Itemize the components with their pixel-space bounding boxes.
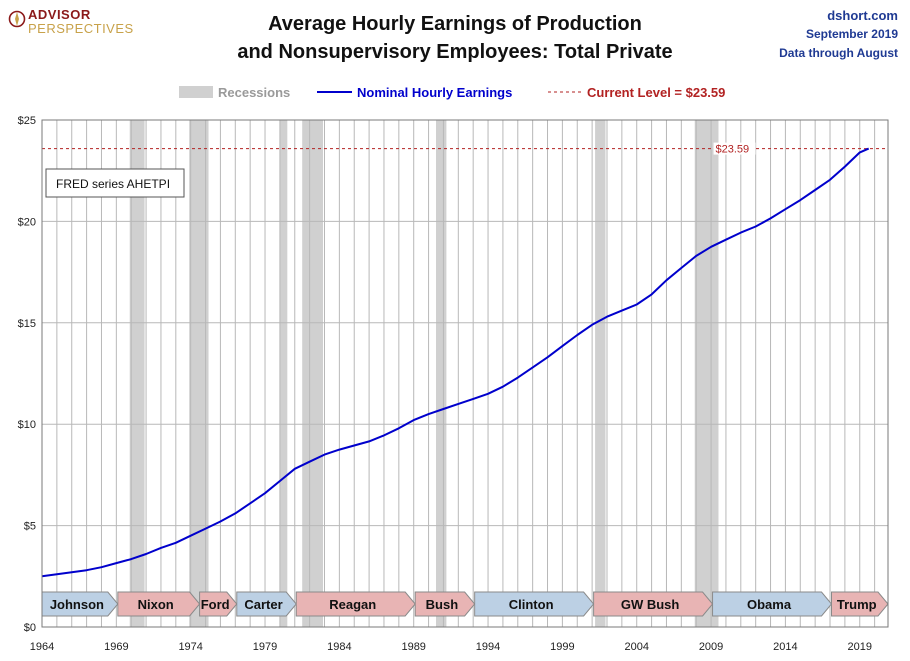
x-tick-label: 1969: [104, 641, 128, 653]
president-label: GW Bush: [621, 597, 680, 612]
source-site: dshort.com: [827, 8, 898, 23]
president-label: Bush: [426, 597, 459, 612]
axes: $0 $5 $10 $15 $20 $25 1964 1969 1974 1979 1984 1989…: [18, 115, 889, 653]
x-tick-label: 1964: [30, 641, 54, 653]
advisor-perspectives-logo: ADVISOR PERSPECTIVES: [8, 8, 134, 35]
president-band: [712, 591, 833, 617]
president-bands: Johnson Nixon Ford Carter Reagan Bush Clinton G…: [41, 591, 889, 617]
president-band: [236, 591, 297, 617]
current-level-label: $23.59: [716, 144, 750, 156]
recession-band: [189, 120, 209, 627]
source-data-through: Data through August: [779, 46, 898, 60]
current-level-label-bg: [713, 142, 756, 155]
plot-frame: [41, 119, 889, 628]
president-label: Johnson: [50, 597, 104, 612]
president-band: [414, 591, 476, 617]
note-text: FRED series AHETPI: [56, 177, 170, 191]
logo-text-bottom: PERSPECTIVES: [28, 21, 134, 36]
president-label: Obama: [747, 597, 792, 612]
y-tick-label: $25: [18, 115, 36, 127]
recession-band: [279, 120, 288, 627]
president-label: Reagan: [329, 597, 376, 612]
y-tick-label: $20: [18, 216, 36, 228]
x-tick-label: 1999: [550, 641, 574, 653]
x-tick-label: 2004: [624, 641, 648, 653]
president-band: [831, 591, 889, 617]
president-label: Trump: [837, 597, 877, 612]
president-band: [474, 591, 595, 617]
source-date: September 2019: [805, 27, 898, 41]
note-box-frame: [45, 168, 185, 198]
source-info: dshort.com September 2019 Data through A…: [779, 6, 898, 63]
note-box: FRED series AHETPI: [45, 168, 185, 198]
recession-bands: [129, 120, 719, 627]
president-band: [295, 591, 416, 617]
president-label: Carter: [244, 597, 282, 612]
y-tick-label: $5: [24, 521, 36, 533]
president-band: [593, 591, 714, 617]
y-tick-label: $0: [24, 622, 36, 634]
logo-text-top: ADVISOR: [28, 7, 91, 22]
x-tick-label: 1989: [401, 641, 425, 653]
legend-label-series: Nominal Hourly Earnings: [357, 85, 512, 100]
chart-title-line-2: and Nonsupervisory Employees: Total Priv…: [237, 41, 673, 63]
compass-icon: [8, 10, 26, 28]
recession-band: [129, 120, 145, 627]
y-tick-label: $10: [18, 419, 36, 431]
current-level-group: $23.59: [42, 142, 888, 156]
x-tick-label: 1994: [476, 641, 500, 653]
president-band: [199, 591, 238, 617]
x-tick-label: 2019: [848, 641, 872, 653]
y-tick-label: $15: [18, 318, 36, 330]
grid-lines: [41, 119, 888, 628]
x-tick-label: 1984: [327, 641, 351, 653]
recession-band: [694, 120, 719, 627]
x-tick-label: 1979: [253, 641, 277, 653]
legend-label-current: Current Level = $23.59: [587, 85, 725, 100]
president-label: Nixon: [138, 597, 174, 612]
x-tick-label: 2009: [699, 641, 723, 653]
legend-label-recessions: Recessions: [218, 85, 290, 100]
series-line-nominal-hourly-earnings: [41, 147, 870, 578]
president-label: Ford: [201, 597, 230, 612]
recession-band: [302, 120, 324, 627]
x-tick-label: 1974: [178, 641, 202, 653]
chart-title: Average Hourly Earnings of Production an…: [160, 10, 750, 66]
recession-band: [595, 120, 606, 627]
chart-title-line-1: Average Hourly Earnings of Production: [268, 13, 642, 35]
president-label: Clinton: [509, 597, 554, 612]
series-group: [41, 147, 870, 578]
legend-swatch-recessions: [179, 86, 213, 98]
legend: Recessions Nominal Hourly Earnings Current…: [179, 85, 725, 100]
x-tick-label: 2014: [773, 641, 797, 653]
president-band: [117, 591, 201, 617]
recession-band: [436, 120, 447, 627]
